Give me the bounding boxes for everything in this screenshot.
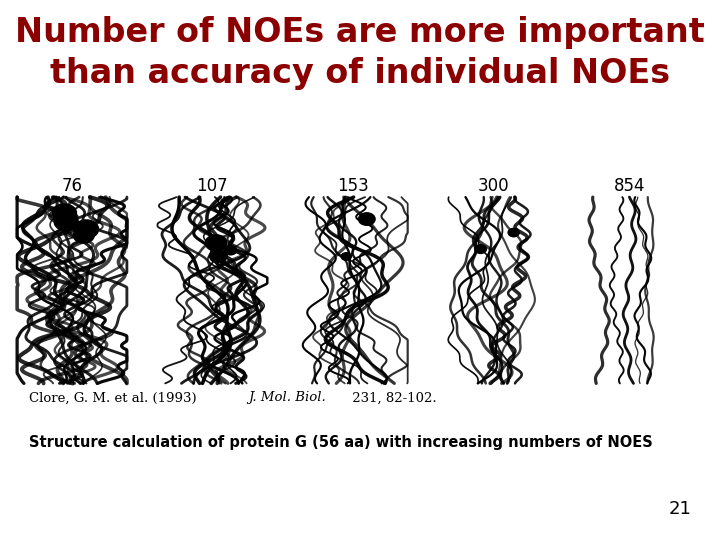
Text: Clore, G. M. et al. (1993): Clore, G. M. et al. (1993) <box>29 392 201 404</box>
Text: Structure calculation of protein G (56 aa) with increasing numbers of NOES: Structure calculation of protein G (56 a… <box>29 435 652 450</box>
Text: 76: 76 <box>61 177 83 195</box>
Circle shape <box>54 213 78 231</box>
Text: 300: 300 <box>477 177 509 195</box>
Text: J. Mol. Biol.: J. Mol. Biol. <box>248 392 326 404</box>
Circle shape <box>210 249 227 263</box>
Circle shape <box>341 253 351 260</box>
Circle shape <box>74 220 99 238</box>
Text: 153: 153 <box>337 177 369 195</box>
Text: 231, 82-102.: 231, 82-102. <box>348 392 436 404</box>
Text: 107: 107 <box>197 177 228 195</box>
Circle shape <box>73 227 94 243</box>
Circle shape <box>205 235 227 251</box>
Circle shape <box>474 245 487 253</box>
Text: Number of NOEs are more important
than accuracy of individual NOEs: Number of NOEs are more important than a… <box>15 16 705 90</box>
Text: 854: 854 <box>614 177 646 195</box>
Text: 21: 21 <box>668 501 691 518</box>
Circle shape <box>508 228 519 237</box>
Circle shape <box>359 213 375 225</box>
Circle shape <box>53 204 76 222</box>
Circle shape <box>225 246 237 255</box>
